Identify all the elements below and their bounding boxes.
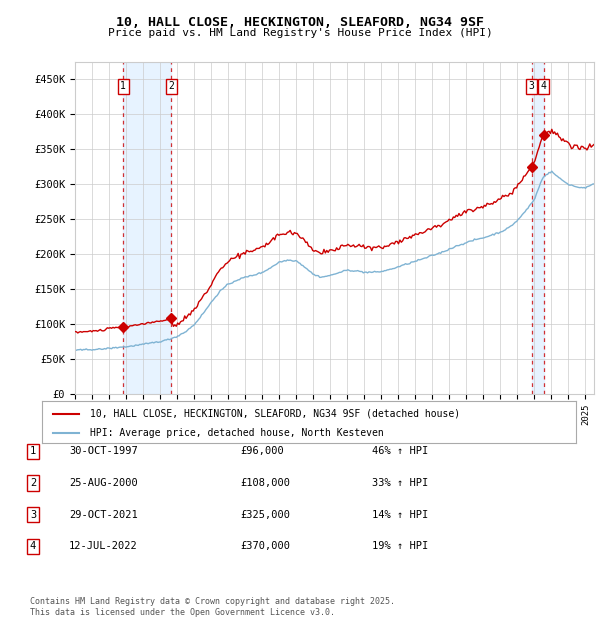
Text: 33% ↑ HPI: 33% ↑ HPI <box>372 478 428 488</box>
Text: 1: 1 <box>30 446 36 456</box>
Text: 46% ↑ HPI: 46% ↑ HPI <box>372 446 428 456</box>
Text: 4: 4 <box>541 81 547 91</box>
Text: 3: 3 <box>529 81 535 91</box>
Bar <box>532 62 544 394</box>
Text: 30-OCT-1997: 30-OCT-1997 <box>69 446 138 456</box>
Text: £370,000: £370,000 <box>240 541 290 551</box>
Text: 14% ↑ HPI: 14% ↑ HPI <box>372 510 428 520</box>
Text: 12-JUL-2022: 12-JUL-2022 <box>69 541 138 551</box>
Text: 10, HALL CLOSE, HECKINGTON, SLEAFORD, NG34 9SF (detached house): 10, HALL CLOSE, HECKINGTON, SLEAFORD, NG… <box>90 409 460 419</box>
Text: 2: 2 <box>168 81 174 91</box>
Text: £108,000: £108,000 <box>240 478 290 488</box>
Text: 3: 3 <box>30 510 36 520</box>
Text: Price paid vs. HM Land Registry's House Price Index (HPI): Price paid vs. HM Land Registry's House … <box>107 28 493 38</box>
Text: Contains HM Land Registry data © Crown copyright and database right 2025.
This d: Contains HM Land Registry data © Crown c… <box>30 598 395 617</box>
Text: 19% ↑ HPI: 19% ↑ HPI <box>372 541 428 551</box>
Text: HPI: Average price, detached house, North Kesteven: HPI: Average price, detached house, Nort… <box>90 428 384 438</box>
Bar <box>123 62 171 394</box>
Text: 1: 1 <box>120 81 126 91</box>
Text: 25-AUG-2000: 25-AUG-2000 <box>69 478 138 488</box>
Text: 29-OCT-2021: 29-OCT-2021 <box>69 510 138 520</box>
Text: 10, HALL CLOSE, HECKINGTON, SLEAFORD, NG34 9SF: 10, HALL CLOSE, HECKINGTON, SLEAFORD, NG… <box>116 16 484 29</box>
Text: 2: 2 <box>30 478 36 488</box>
Text: £96,000: £96,000 <box>240 446 284 456</box>
Text: £325,000: £325,000 <box>240 510 290 520</box>
Text: 4: 4 <box>30 541 36 551</box>
